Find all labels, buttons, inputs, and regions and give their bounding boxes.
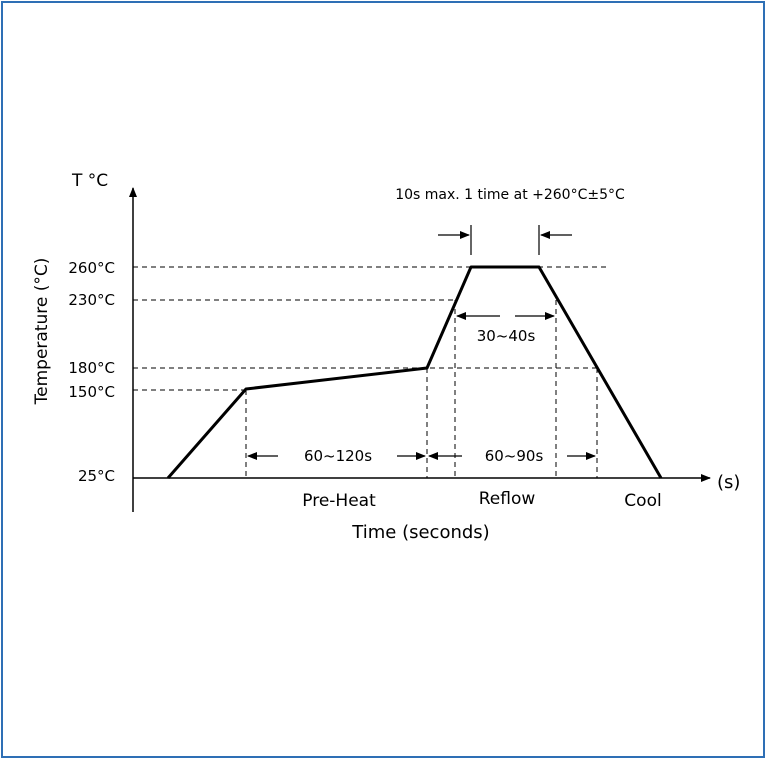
x-axis-unit: (s): [717, 472, 740, 493]
above230-duration: 30~40s: [477, 327, 536, 345]
reflow-profile-curve: [166, 265, 663, 479]
temp-label-180: 180°C: [68, 359, 115, 377]
temp-label-260: 260°C: [68, 259, 115, 277]
x-axis-label: Time (seconds): [351, 522, 489, 543]
temp-label-150: 150°C: [68, 383, 115, 401]
zone-preheat: Pre-Heat: [302, 491, 376, 511]
zone-reflow: Reflow: [479, 489, 536, 509]
above180-duration: 60~90s: [485, 447, 544, 465]
temp-label-25: 25°C: [78, 467, 115, 485]
y-axis-label: Temperature (°C): [32, 258, 52, 406]
y-axis-symbol: T °C: [71, 171, 108, 191]
temp-label-230: 230°C: [68, 291, 115, 309]
zone-cool: Cool: [624, 491, 661, 511]
peak-note: 10s max. 1 time at +260°C±5°C: [395, 187, 625, 203]
preheat-duration: 60~120s: [304, 447, 372, 465]
